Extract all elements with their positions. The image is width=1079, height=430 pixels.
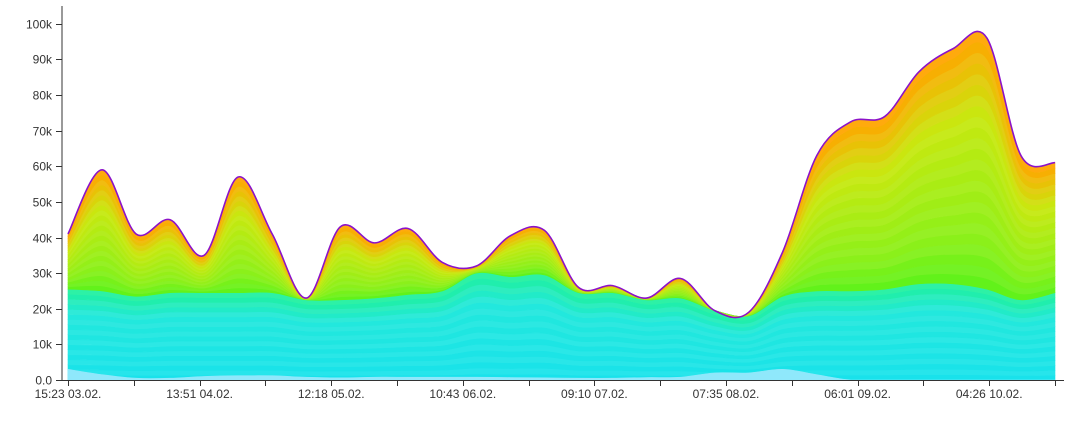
x-tick-label: 07:35 08.02. — [693, 387, 760, 401]
y-tick-label: 50k — [33, 196, 53, 210]
x-tick-label: 15:23 03.02. — [35, 387, 102, 401]
y-tick-label: 60k — [33, 160, 53, 174]
y-tick-label: 100k — [26, 18, 53, 32]
y-tick-label: 80k — [33, 89, 53, 103]
x-tick-label: 10:43 06.02. — [429, 387, 496, 401]
y-tick-label: 70k — [33, 125, 53, 139]
y-tick-label: 10k — [33, 338, 53, 352]
x-tick-label: 12:18 05.02. — [298, 387, 365, 401]
x-tick-label: 06:01 09.02. — [824, 387, 891, 401]
x-tick-label: 09:10 07.02. — [561, 387, 628, 401]
x-tick-label: 04:26 10.02. — [956, 387, 1023, 401]
total-outline — [67, 30, 1056, 319]
y-tick-label: 0.0 — [35, 374, 52, 388]
y-tick-label: 30k — [33, 267, 53, 281]
y-tick-label: 90k — [33, 53, 53, 67]
y-tick-label: 20k — [33, 303, 53, 317]
x-tick-label: 13:51 04.02. — [166, 387, 233, 401]
y-tick-label: 40k — [33, 232, 53, 246]
series-areas — [67, 30, 1056, 381]
y-axis: 0.0 10k 20k 30k 40k 50k 60k 70k 80k 90k 100k — [26, 6, 63, 388]
x-axis: 15:23 03.02. 13:51 04.02. 12:18 05.02. 10:4… — [35, 380, 1064, 401]
